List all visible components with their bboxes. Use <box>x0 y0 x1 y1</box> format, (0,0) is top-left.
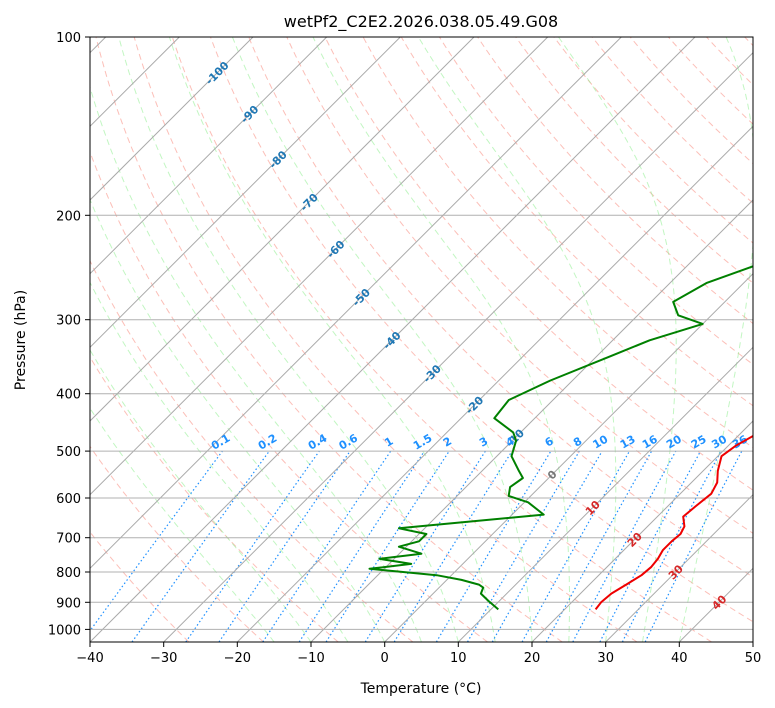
x-tick-label: 50 <box>745 651 762 666</box>
isotherm-grid <box>90 37 753 642</box>
isotherm-line <box>90 37 622 570</box>
dry-adiabat-line <box>248 37 753 578</box>
mixing-ratio-line <box>131 450 270 642</box>
moist-adiabat-line <box>558 37 677 642</box>
mixing-ratio-line <box>572 450 677 642</box>
dry-adiabat-line <box>591 37 753 204</box>
isotherm-line <box>90 37 549 496</box>
dry-adiabats <box>90 37 753 642</box>
mixing-ratio-line <box>364 450 486 642</box>
isotherm-line <box>384 272 753 642</box>
mixing-ratio-line <box>466 450 580 642</box>
y-tick-label: 1000 <box>48 623 81 638</box>
isotherm-line <box>90 37 254 201</box>
dry-adiabat-line <box>95 37 563 642</box>
plot-frame <box>89 36 754 643</box>
isobar-grid <box>90 37 753 630</box>
isotherm-line <box>605 493 753 642</box>
moist-adiabat-line <box>90 407 275 642</box>
plot-area: -100-90-80-70-60-50-40-30-20-10010203040… <box>90 37 753 642</box>
mixing-ratio-line <box>435 450 552 642</box>
x-tick-label: 20 <box>524 651 541 666</box>
dry-adiabat-line <box>400 37 753 407</box>
y-tick-label: 600 <box>56 492 81 507</box>
moist-adiabat-line <box>90 85 422 642</box>
dewpoint-profile-line <box>368 265 753 611</box>
isotherm-line <box>531 420 753 642</box>
mixing-ratio-line <box>521 450 631 642</box>
y-axis: 100 200 300 400 500 600 700 800 900 1000 <box>48 31 90 638</box>
dry-adiabat-line <box>629 37 753 165</box>
mixing-ratio-line <box>185 450 320 642</box>
x-tick-label: −30 <box>150 651 177 666</box>
isotherm-line <box>90 37 696 642</box>
x-axis-label: Temperature (°C) <box>360 681 482 697</box>
isotherm-line <box>163 51 753 642</box>
dry-adiabat-line <box>90 259 414 642</box>
y-tick-label: 300 <box>56 314 81 329</box>
x-tick-label: 10 <box>450 651 467 666</box>
x-axis: −40 −30 −20 −10 0 10 20 30 40 50 <box>76 642 761 666</box>
dry-adiabat-line <box>515 37 753 284</box>
y-tick-label: 200 <box>56 209 81 224</box>
x-tick-label: 30 <box>597 651 614 666</box>
dry-adiabat-line <box>210 37 753 623</box>
mixing-ratio-line <box>393 450 513 642</box>
isotherm-line <box>90 37 328 275</box>
dry-adiabat-line <box>171 37 712 642</box>
dry-adiabat-line <box>477 37 753 325</box>
y-axis-label: Pressure (hPa) <box>13 290 29 390</box>
y-tick-label: 800 <box>56 566 81 581</box>
x-tick-label: −40 <box>76 651 103 666</box>
moist-adiabat-line <box>417 37 617 642</box>
x-tick-label: −20 <box>224 651 251 666</box>
y-tick-label: 700 <box>56 532 81 547</box>
mixing-ratio-line <box>90 450 223 632</box>
dry-adiabat-line <box>133 37 638 642</box>
y-tick-label: 900 <box>56 596 81 611</box>
dry-adiabat-line <box>90 445 264 642</box>
isotherm-line <box>310 199 753 642</box>
isotherm-line <box>457 346 753 642</box>
isotherm-line <box>90 37 475 422</box>
y-tick-label: 500 <box>56 445 81 460</box>
moist-adiabat-line <box>90 281 349 642</box>
moist-adiabat-line <box>231 37 533 642</box>
mixing-ratio-line <box>491 450 603 642</box>
dry-adiabat-line <box>324 37 753 491</box>
x-tick-label: −10 <box>297 651 324 666</box>
mixing-ratio-line <box>325 450 450 642</box>
x-tick-label: 0 <box>381 651 389 666</box>
x-tick-label: 40 <box>671 651 688 666</box>
temperature-profile-line <box>594 434 753 611</box>
mixing-ratio-line <box>218 450 351 642</box>
chart-title: wetPf2_C2E2.2026.038.05.49.G08 <box>284 12 558 32</box>
moist-adiabat-line <box>90 198 386 642</box>
profile-series <box>368 265 753 611</box>
isotherm-line <box>90 37 401 349</box>
isotherm-line <box>236 125 753 642</box>
moist-adiabat-line <box>678 37 753 642</box>
y-tick-label: 100 <box>56 31 81 46</box>
y-tick-label: 400 <box>56 388 81 403</box>
